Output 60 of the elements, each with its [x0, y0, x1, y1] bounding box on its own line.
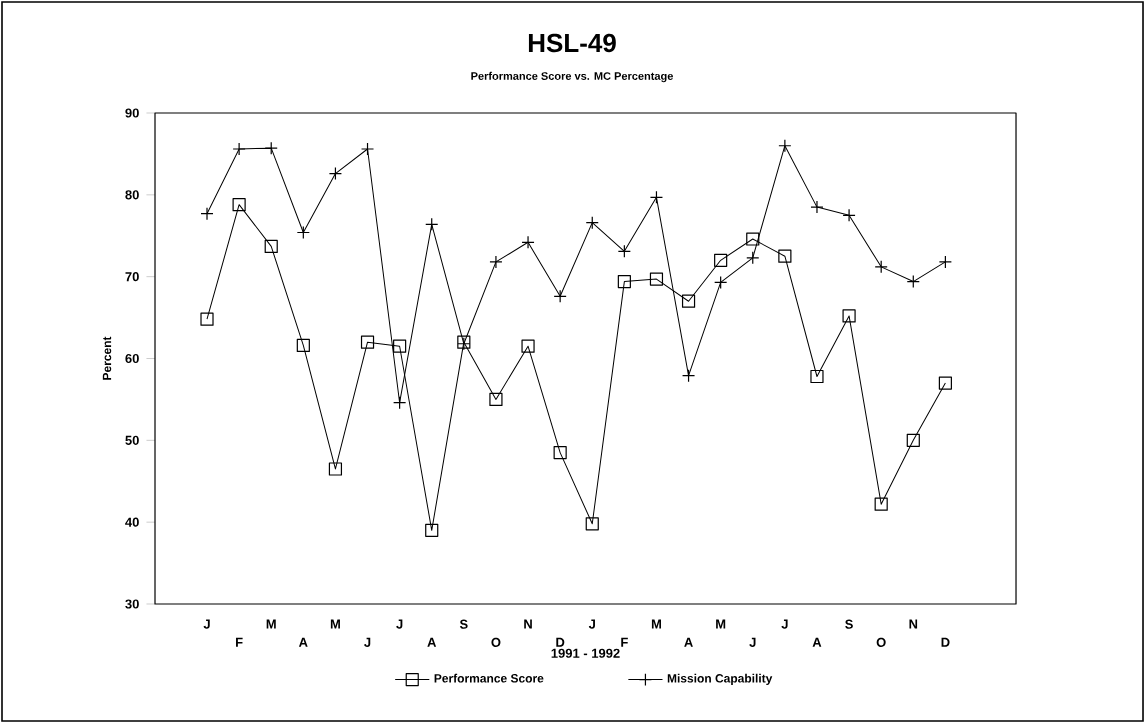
point: [585, 517, 599, 531]
x-tick-label: J: [781, 619, 788, 629]
y-tick-label: 50: [125, 435, 139, 445]
legend-label: Performance Score: [434, 673, 544, 683]
point: [714, 253, 728, 267]
y-tick-label: 60: [125, 353, 139, 364]
point: [810, 369, 824, 384]
x-tick-label: M: [716, 619, 726, 629]
x-tick-label: N: [524, 619, 532, 629]
y-axis-title: Percent: [102, 336, 112, 380]
x-tick-label: O: [876, 637, 886, 647]
point: [681, 294, 696, 308]
x-tick-label: J: [396, 619, 403, 629]
chart-title: HSL-49: [528, 33, 616, 53]
point: [649, 272, 664, 286]
x-tick-label: A: [812, 637, 822, 647]
point: [842, 309, 856, 323]
x-tick-label: M: [330, 619, 340, 629]
x-tick-label: J: [203, 619, 210, 629]
x-tick-label: N: [909, 619, 918, 629]
x-tick-label: S: [459, 619, 468, 629]
point: [617, 274, 631, 289]
x-tick-label: M: [651, 619, 661, 629]
y-tick-label: 90: [125, 108, 139, 118]
x-tick-label: O: [491, 637, 501, 647]
point: [874, 497, 888, 511]
point: [906, 433, 920, 447]
point: [425, 523, 439, 537]
x-tick-label: A: [298, 637, 308, 647]
x-tick-label: D: [556, 637, 565, 647]
point: [938, 376, 952, 390]
x-tick-label: F: [236, 637, 243, 647]
legend-label: Mission Capability: [667, 673, 773, 685]
point: [328, 462, 343, 476]
x-tick-label: S: [845, 619, 853, 629]
point: [746, 232, 760, 246]
y-tick-label: 80: [125, 190, 139, 200]
point: [778, 249, 792, 263]
point: [521, 339, 535, 353]
point: [296, 338, 310, 353]
point: [553, 446, 567, 460]
point: [200, 312, 214, 326]
chart-subtitle: Performance Score vs. MC Percentage: [471, 71, 673, 83]
point: [360, 335, 375, 349]
point: [232, 198, 246, 212]
x-tick-label: J: [749, 637, 756, 647]
x-tick-label: A: [427, 637, 437, 647]
y-tick-label: 70: [125, 272, 139, 282]
x-tick-label: M: [266, 619, 276, 629]
x-tick-label: J: [364, 637, 371, 647]
x-tick-label: A: [684, 637, 693, 647]
x-tick-label: D: [941, 637, 950, 647]
y-tick-label: 40: [125, 517, 139, 527]
x-axis-title: 1991 - 1992: [551, 648, 620, 658]
x-tick-label: J: [588, 619, 595, 629]
point: [264, 239, 278, 253]
y-tick-label: 30: [125, 599, 139, 609]
x-tick-label: F: [621, 637, 628, 647]
point: [489, 392, 503, 407]
point: [393, 339, 407, 353]
